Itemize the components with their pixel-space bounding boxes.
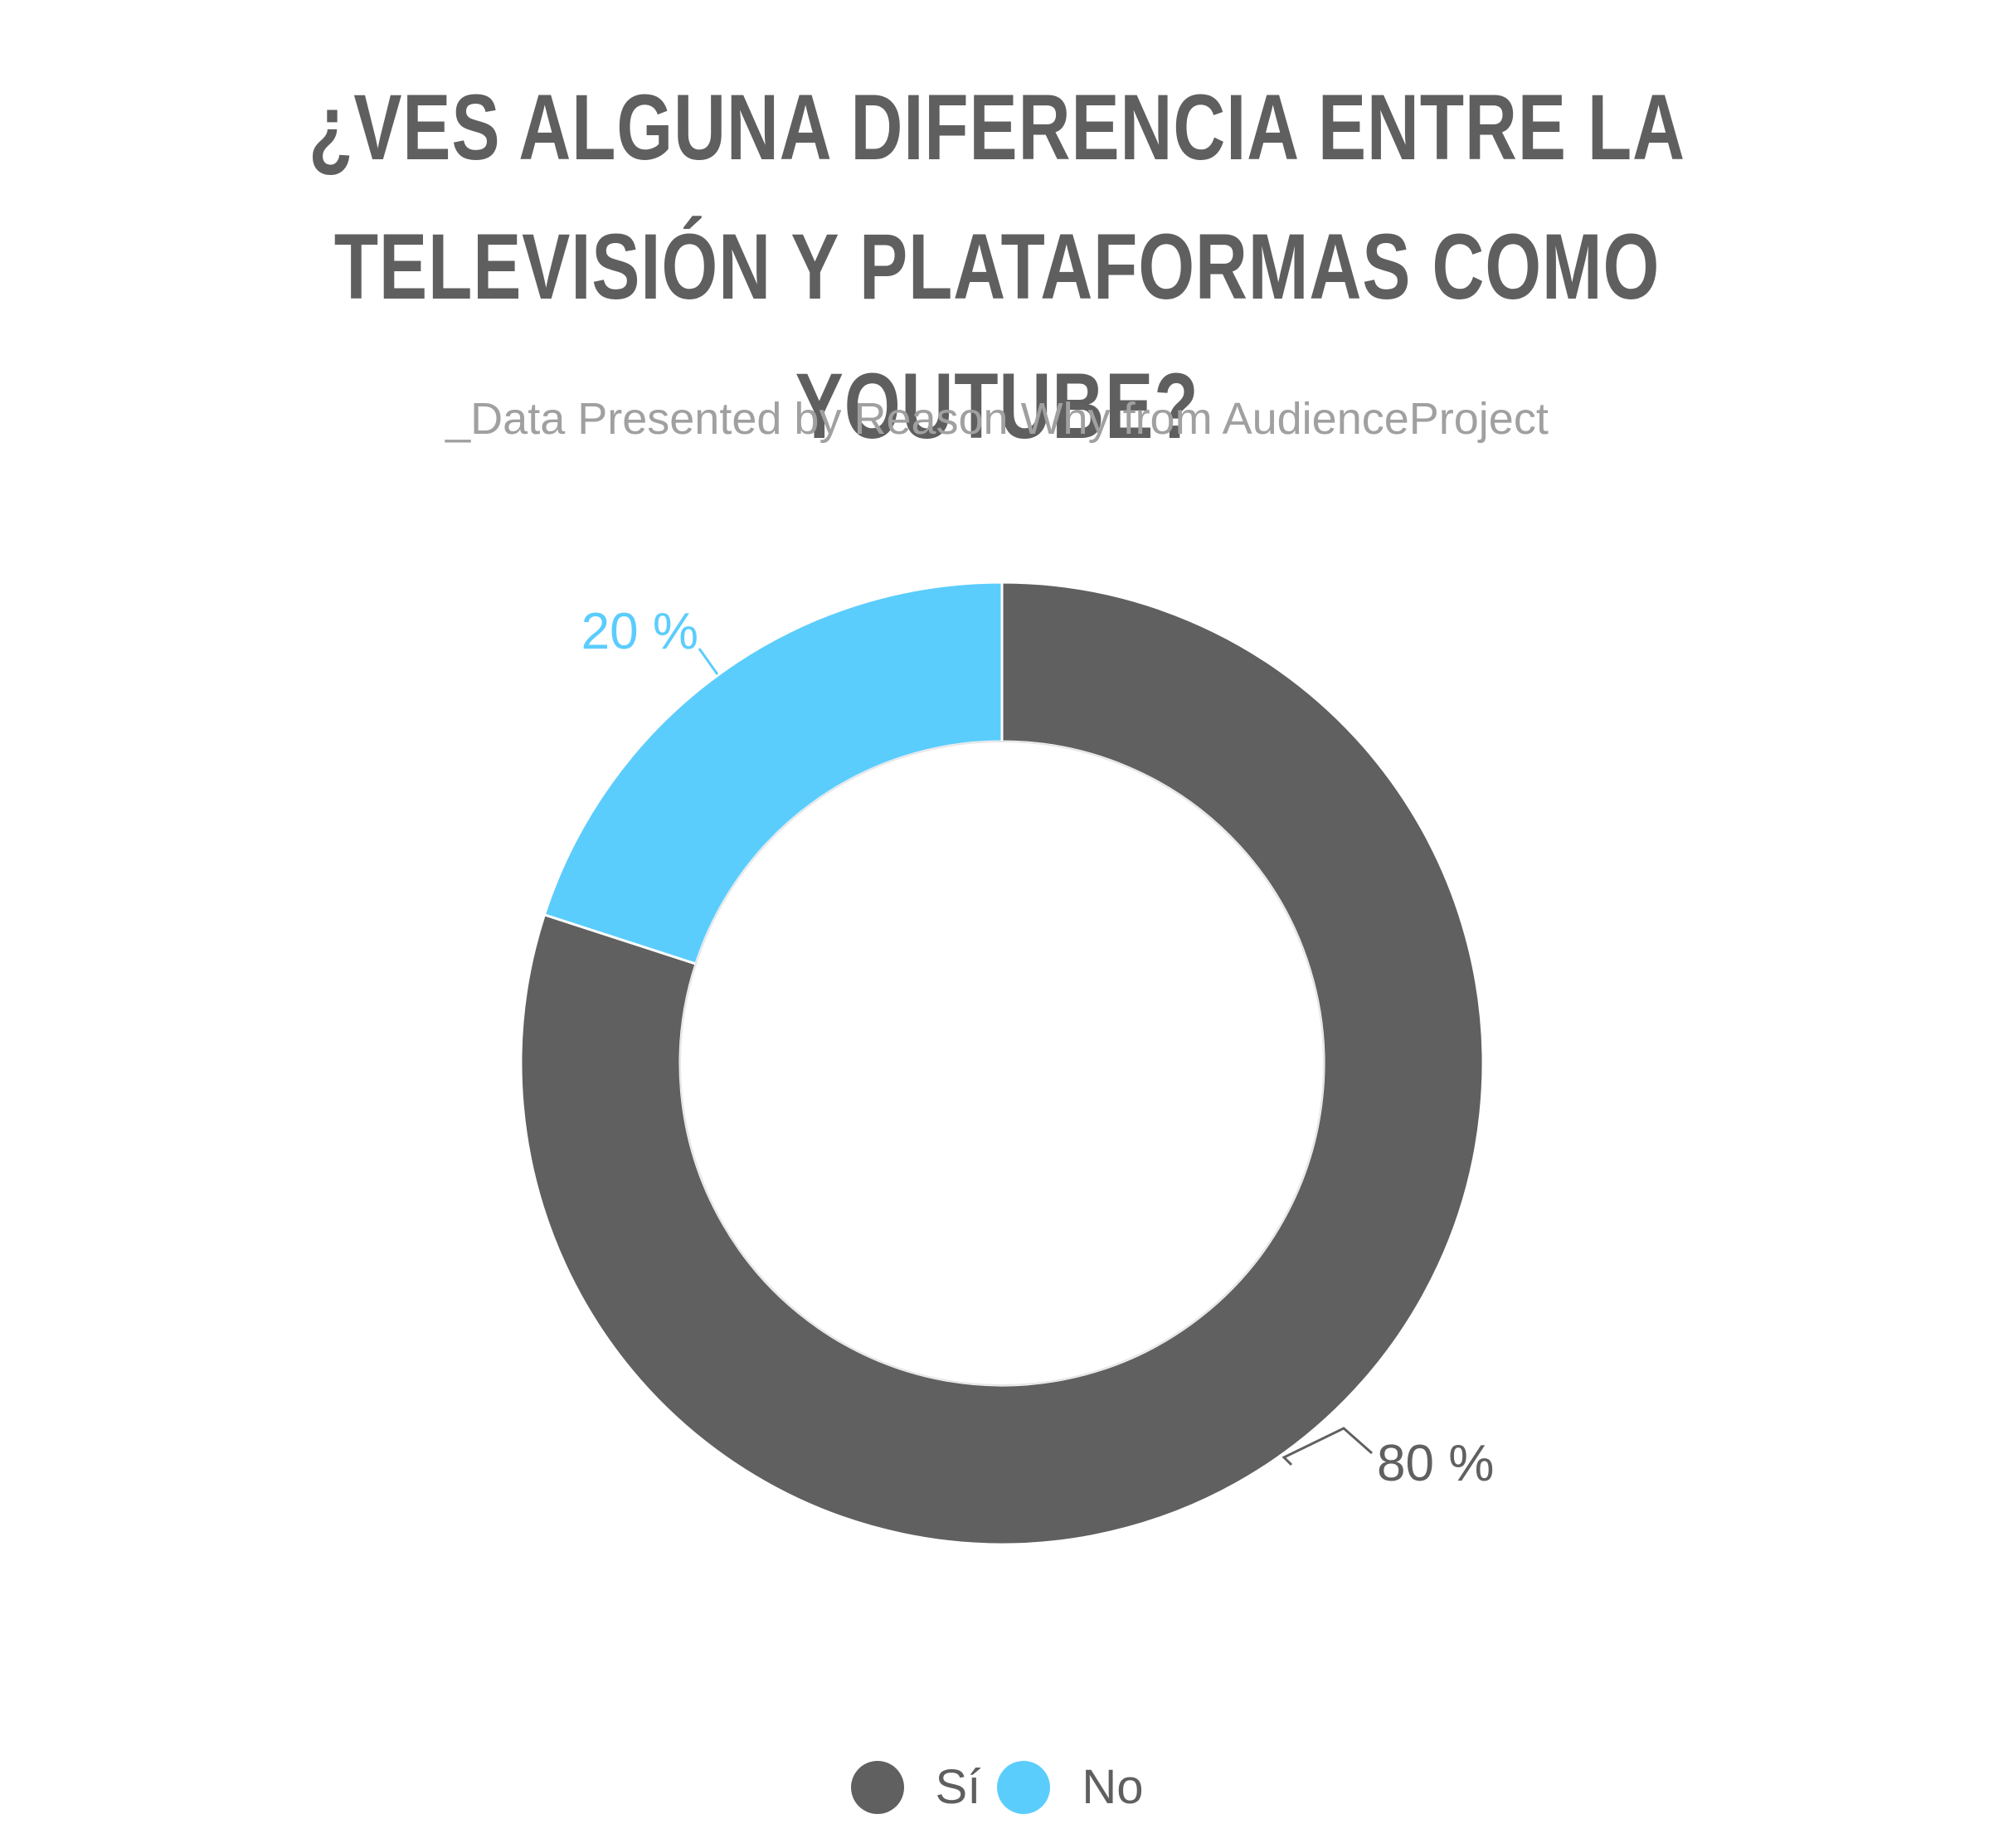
data-label-si: 80 %	[1377, 1435, 1494, 1492]
legend-item-no[interactable]: No	[997, 1758, 1143, 1816]
legend-label-no: No	[1082, 1760, 1144, 1814]
leader-line-no	[698, 648, 719, 675]
chart-title-text: ¿VES ALGUNA DIFERENCIA ENTRE LA TELEVISI…	[309, 75, 1685, 458]
leader-line-si	[1282, 1427, 1373, 1466]
chart-legend: Sí No	[0, 1758, 1994, 1816]
donut-inner-edge	[679, 741, 1325, 1386]
legend-swatch-si	[850, 1761, 904, 1814]
chart-subtitle: _Data Presented by Reason Why from Audie…	[445, 394, 1549, 444]
legend-item-si[interactable]: Sí	[850, 1758, 981, 1816]
legend-label-si: Sí	[935, 1760, 981, 1814]
legend-swatch-no	[997, 1761, 1051, 1814]
chart-title: ¿VES ALGUNA DIFERENCIA ENTRE LA TELEVISI…	[258, 58, 1736, 476]
data-label-no: 20 %	[581, 603, 698, 660]
